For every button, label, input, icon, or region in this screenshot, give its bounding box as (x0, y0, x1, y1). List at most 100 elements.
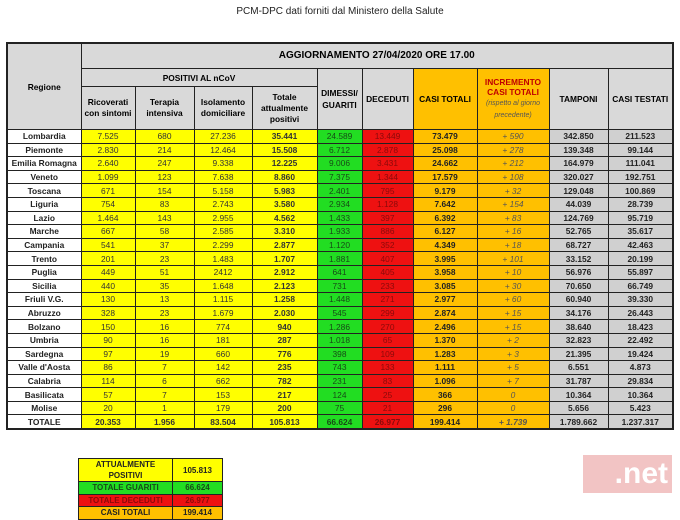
table-row: Campania 541 37 2.299 2.877 1.120 352 4.349 + 18… (6, 237, 674, 253)
cell-totale-positivi: 235 (251, 360, 318, 375)
cell-deceduti: 109 (361, 346, 414, 362)
header-casi-totali: CASI TOTALI (412, 68, 478, 130)
cell-casi-testati: 29.834 (607, 373, 674, 389)
summary-label: ATTUALMENTE POSITIVI (78, 458, 173, 482)
cell-totale-positivi: 287 (251, 332, 318, 348)
cell-casi-totali: 7.642 (412, 196, 478, 212)
cell-casi-totali: 366 (412, 387, 478, 402)
cell-ricoverati: 57 (80, 387, 136, 402)
cell-deceduti: 133 (361, 360, 414, 375)
cell-tamponi: 33.152 (548, 251, 609, 266)
cell-tamponi: 56.976 (548, 264, 609, 280)
cell-incremento: + 5 (476, 360, 550, 375)
summary-row-guariti: TOTALE GUARITI 66.624 (78, 481, 223, 495)
cell-incremento: + 590 (476, 129, 550, 144)
cell-totale-positivi: 782 (251, 373, 318, 389)
cell-totale-positivi: 12.225 (251, 156, 318, 171)
cell-tamponi: 164.979 (548, 156, 609, 171)
header-incremento-label: INCREMENTO CASI TOTALI (484, 77, 542, 97)
cell-region: Marche (6, 224, 82, 239)
cell-ricoverati: 1.464 (80, 210, 136, 226)
cell-terapia: 23 (134, 305, 195, 321)
cell-totale-positivi: 3.580 (251, 196, 318, 212)
covid-data-table: Regione AGGIORNAMENTO 27/04/2020 ORE 17.… (6, 42, 674, 431)
cell-incremento: 0 (476, 400, 550, 416)
cell-ricoverati: 20 (80, 400, 136, 416)
cell-totale-positivi: 2.123 (251, 278, 318, 294)
cell-terapia: 1 (134, 400, 195, 416)
header-tamponi: TAMPONI (548, 68, 609, 130)
cell-totale-positivi: 8.860 (251, 169, 318, 185)
cell-casi-testati: 28.739 (607, 196, 674, 212)
cell-tamponi: 129.048 (548, 183, 609, 198)
header-casi-testati: CASI TESTATI (607, 68, 674, 130)
cell-region: Umbria (6, 332, 82, 348)
cell-casi-testati: 55.897 (607, 264, 674, 280)
cell-casi-totali: 6.392 (412, 210, 478, 226)
cell-casi-totali: 2.496 (412, 319, 478, 334)
cell-terapia: 214 (134, 142, 195, 158)
cell-guariti: 2.401 (316, 183, 363, 198)
cell-deceduti: 270 (361, 319, 414, 334)
cell-guariti: 9.006 (316, 156, 363, 171)
cell-casi-totali: 24.662 (412, 156, 478, 171)
cell-incremento: + 15 (476, 319, 550, 334)
table-row: Abruzzo 328 23 1.679 2.030 545 299 2.874 + 15 34.… (6, 305, 674, 321)
cell-guariti: 1.018 (316, 332, 363, 348)
cell-casi-testati: 26.443 (607, 305, 674, 321)
cell-guariti: 1.120 (316, 237, 363, 253)
watermark-logo: .net (583, 455, 672, 493)
cell-guariti: 641 (316, 264, 363, 280)
cell-tamponi: 5.656 (548, 400, 609, 416)
cell-tamponi: 31.787 (548, 373, 609, 389)
cell-ricoverati: 328 (80, 305, 136, 321)
cell-totale-positivi: 2.877 (251, 237, 318, 253)
cell-deceduti: 13.449 (361, 129, 414, 144)
header-totale-positivi: Totale attualmente positivi (251, 86, 318, 130)
table-row: Sicilia 440 35 1.648 2.123 731 233 3.085 + 30 70.… (6, 278, 674, 294)
cell-ricoverati: 667 (80, 224, 136, 239)
cell-region: Puglia (6, 264, 82, 280)
cell-casi-testati: 111.041 (607, 156, 674, 171)
cell-isolamento: 142 (193, 360, 253, 375)
cell-casi-testati: 42.463 (607, 237, 674, 253)
cell-guariti: 124 (316, 387, 363, 402)
header-terapia: Terapia intensiva (134, 86, 195, 130)
cell-isolamento: 181 (193, 332, 253, 348)
cell-casi-testati: 95.719 (607, 210, 674, 226)
cell-region: Abruzzo (6, 305, 82, 321)
cell-casi-testati: 192.751 (607, 169, 674, 185)
cell-casi-testati: 100.869 (607, 183, 674, 198)
table-row: Trento 201 23 1.483 1.707 1.881 407 3.995 + 101 3… (6, 251, 674, 266)
cell-tamponi: 124.769 (548, 210, 609, 226)
cell-totale-positivi: 35.441 (251, 129, 318, 144)
cell-incremento: + 7 (476, 373, 550, 389)
cell-deceduti: 25 (361, 387, 414, 402)
summary-label: TOTALE DECEDUTI (78, 493, 173, 507)
cell-incremento: + 154 (476, 196, 550, 212)
cell-ricoverati: 201 (80, 251, 136, 266)
cell-incremento: + 212 (476, 156, 550, 171)
cell-casi-totali: 199.414 (412, 414, 478, 430)
cell-terapia: 16 (134, 319, 195, 334)
cell-region: Lazio (6, 210, 82, 226)
cell-tamponi: 320.027 (548, 169, 609, 185)
summary-row-deceduti: TOTALE DECEDUTI 26.977 (78, 493, 223, 507)
cell-incremento: + 18 (476, 237, 550, 253)
cell-casi-testati: 19.424 (607, 346, 674, 362)
cell-deceduti: 352 (361, 237, 414, 253)
cell-incremento: + 16 (476, 224, 550, 239)
cell-isolamento: 2.743 (193, 196, 253, 212)
cell-isolamento: 1.115 (193, 292, 253, 307)
cell-ricoverati: 20.353 (80, 414, 136, 430)
cell-totale-positivi: 217 (251, 387, 318, 402)
cell-tamponi: 6.551 (548, 360, 609, 375)
summary-label: CASI TOTALI (78, 506, 173, 520)
cell-guariti: 2.934 (316, 196, 363, 212)
cell-incremento: + 3 (476, 346, 550, 362)
cell-terapia: 143 (134, 210, 195, 226)
cell-region: Emilia Romagna (6, 156, 82, 171)
cell-deceduti: 299 (361, 305, 414, 321)
cell-isolamento: 7.638 (193, 169, 253, 185)
header-update: AGGIORNAMENTO 27/04/2020 ORE 17.00 (80, 42, 674, 69)
